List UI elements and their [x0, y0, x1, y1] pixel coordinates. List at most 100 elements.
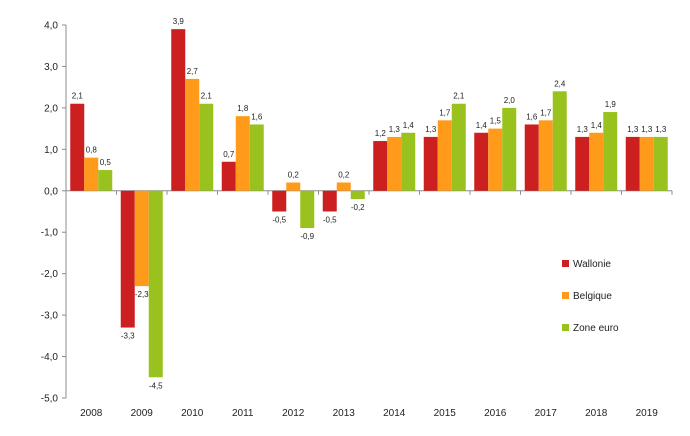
- bar: [235, 116, 250, 191]
- legend-label: Zone euro: [573, 323, 619, 334]
- bar: [171, 29, 186, 191]
- bar: [552, 91, 567, 191]
- legend-label: Belgique: [573, 291, 612, 302]
- data-label: 0,5: [100, 158, 112, 167]
- x-tick-label: 2012: [282, 408, 305, 419]
- data-label: -0,9: [300, 232, 314, 241]
- y-tick-label: 4,0: [44, 21, 58, 32]
- bar: [603, 112, 618, 191]
- data-label: -0,5: [272, 216, 286, 225]
- x-tick-label: 2015: [434, 408, 457, 419]
- bar: [538, 120, 553, 191]
- data-label: 0,7: [223, 150, 235, 159]
- x-tick-label: 2016: [484, 408, 507, 419]
- y-tick-label: -3,0: [41, 311, 59, 322]
- bar: [350, 190, 365, 200]
- y-tick-label: -4,0: [41, 352, 59, 363]
- bar: [300, 190, 315, 229]
- data-label: 1,3: [655, 125, 667, 134]
- bar: [451, 103, 466, 191]
- data-label: 2,4: [554, 79, 566, 88]
- bar: [70, 103, 85, 191]
- data-label: 2,7: [187, 67, 199, 76]
- data-labels: 2,1-3,33,90,7-0,5 -0,51,2 1,3 1,41,61,3 1,30…: [72, 17, 667, 390]
- data-label: 1,7: [540, 108, 552, 117]
- bar: [221, 161, 236, 191]
- x-tick-label: 2009: [131, 408, 154, 419]
- x-tick-label: 2010: [181, 408, 204, 419]
- bar: [373, 141, 388, 191]
- data-label: 1,5: [490, 117, 502, 126]
- bar: [199, 103, 214, 191]
- x-tick-label: 2013: [333, 408, 356, 419]
- y-tick-label: -5,0: [41, 394, 59, 405]
- legend: Wallonie Belgique Zone euro: [562, 259, 619, 334]
- data-label: -4,5: [149, 381, 163, 390]
- bars: [70, 29, 668, 378]
- legend-swatch: [562, 292, 569, 299]
- bar: [625, 136, 640, 191]
- bar: [185, 78, 200, 191]
- bar: [322, 190, 337, 212]
- data-label: 1,4: [403, 121, 415, 130]
- data-label: 1,6: [526, 112, 538, 121]
- data-label: 1,3: [425, 125, 437, 134]
- bar: [423, 136, 438, 191]
- data-label: 3,9: [173, 17, 185, 26]
- data-label: -3,3: [121, 332, 135, 341]
- data-label: 0,2: [338, 170, 350, 179]
- bar: [474, 132, 489, 191]
- bar: [134, 190, 149, 287]
- data-label: 0,8: [86, 146, 98, 155]
- y-tick-label: -2,0: [41, 269, 59, 280]
- bar: [502, 107, 517, 191]
- bar: [387, 136, 402, 191]
- data-label: 1,4: [591, 121, 603, 130]
- y-tick-label: 3,0: [44, 62, 58, 73]
- y-tick-label: 0,0: [44, 186, 58, 197]
- data-label: 1,3: [389, 125, 401, 134]
- data-label: 1,4: [476, 121, 488, 130]
- bar: [639, 136, 654, 191]
- data-label: 2,1: [72, 92, 84, 101]
- data-label: 0,2: [288, 170, 300, 179]
- bar: [249, 124, 264, 191]
- data-label: 1,2: [375, 129, 387, 138]
- data-label: 2,0: [504, 96, 516, 105]
- bar: [401, 132, 416, 191]
- data-label: -0,2: [351, 203, 365, 212]
- x-tick-label: 2014: [383, 408, 406, 419]
- data-label: 1,9: [605, 100, 617, 109]
- data-label: -0,5: [323, 216, 337, 225]
- legend-label: Wallonie: [573, 259, 611, 270]
- bar: [437, 120, 452, 191]
- bar: [148, 190, 163, 378]
- x-tick-label: 2011: [232, 408, 254, 419]
- data-label: 1,8: [237, 104, 249, 113]
- legend-swatch: [562, 260, 569, 267]
- x-axis: 2008 2009 2010 2011 2012 2013 2014 2015 2016 2017…: [65, 190, 673, 419]
- bar: [524, 124, 539, 191]
- bar: [575, 136, 590, 191]
- x-tick-label: 2017: [535, 408, 558, 419]
- bar: [84, 157, 99, 191]
- data-label: 1,7: [439, 108, 451, 117]
- y-tick-label: 1,0: [44, 145, 58, 156]
- data-label: 2,1: [453, 92, 465, 101]
- data-label: 2,1: [201, 92, 213, 101]
- y-axis: 4,0 3,0 2,0 1,0 0,0 -1,0 -2,0 -3,0 -4,0 -5,0: [41, 21, 67, 405]
- bar: [336, 182, 351, 191]
- data-label: -2,3: [135, 290, 149, 299]
- legend-swatch: [562, 324, 569, 331]
- x-tick-label: 2008: [80, 408, 103, 419]
- bar: [488, 128, 503, 191]
- y-tick-label: -1,0: [41, 228, 59, 239]
- bar: [98, 170, 113, 191]
- data-label: 1,3: [641, 125, 653, 134]
- data-label: 1,3: [577, 125, 589, 134]
- bar: [286, 182, 301, 191]
- bar: [653, 136, 668, 191]
- bar: [120, 190, 135, 328]
- data-label: 1,6: [251, 112, 263, 121]
